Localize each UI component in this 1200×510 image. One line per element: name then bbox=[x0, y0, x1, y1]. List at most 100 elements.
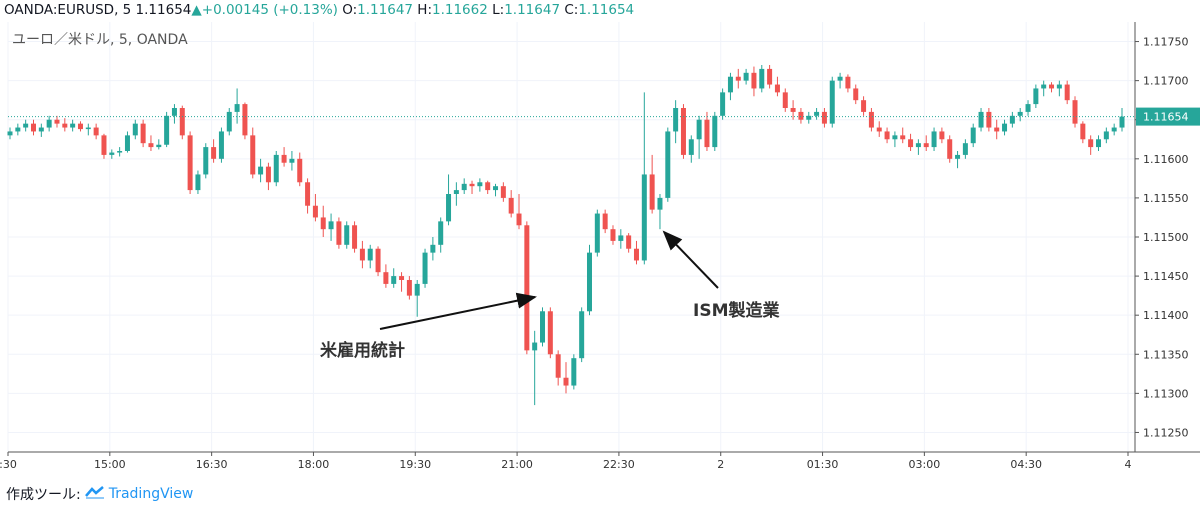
candle-body bbox=[884, 131, 890, 140]
candle-body bbox=[594, 213, 600, 253]
candle-body bbox=[1002, 123, 1008, 132]
candle-body bbox=[939, 131, 945, 140]
candle-body bbox=[759, 68, 765, 89]
candle-body bbox=[23, 123, 29, 128]
candle-body bbox=[179, 108, 185, 136]
candle-body bbox=[955, 154, 961, 159]
low-label: L: bbox=[492, 2, 505, 18]
candle-body bbox=[892, 135, 898, 140]
candle-body bbox=[610, 229, 616, 241]
grid bbox=[7, 22, 1135, 452]
candle-body bbox=[438, 221, 444, 245]
y-tick-label: 1.11400 bbox=[1143, 309, 1189, 322]
candle-body bbox=[649, 174, 655, 210]
candle-body bbox=[320, 217, 326, 230]
arrow-ism bbox=[662, 230, 719, 289]
candle-body bbox=[626, 235, 632, 249]
candle-body bbox=[657, 197, 663, 210]
candle-body bbox=[829, 80, 835, 124]
candle-body bbox=[1056, 84, 1062, 89]
candle-body bbox=[618, 235, 624, 241]
candle-body bbox=[383, 272, 389, 284]
candle-body bbox=[500, 186, 506, 198]
candle-body bbox=[712, 115, 718, 148]
candle-body bbox=[962, 143, 968, 155]
candle-body bbox=[994, 127, 1000, 132]
candle-body bbox=[453, 190, 459, 194]
tradingview-brand[interactable]: TradingView bbox=[108, 486, 194, 502]
candle-body bbox=[665, 131, 671, 198]
arrow-nfp bbox=[379, 292, 537, 330]
high-label: H: bbox=[417, 2, 432, 18]
y-tick-label: 1.11450 bbox=[1143, 270, 1189, 283]
close-value: 1.11654 bbox=[578, 2, 635, 18]
candle-body bbox=[986, 111, 992, 128]
candle-body bbox=[211, 147, 217, 159]
candle-body bbox=[720, 92, 726, 116]
candle-body bbox=[375, 248, 381, 273]
candle-body bbox=[93, 127, 99, 136]
candle-body bbox=[727, 76, 733, 93]
open-label: O: bbox=[342, 2, 358, 18]
x-tick-label: :30 bbox=[0, 458, 17, 471]
close-label: C: bbox=[564, 2, 579, 18]
candle-body bbox=[461, 183, 467, 191]
candle-body bbox=[540, 311, 546, 343]
candle-body bbox=[641, 174, 647, 261]
candle-body bbox=[782, 92, 788, 108]
candle-body bbox=[38, 127, 44, 132]
candle-body bbox=[164, 115, 170, 145]
candle-body bbox=[571, 358, 577, 386]
candle-body bbox=[579, 311, 585, 359]
axes: 1.117501.117001.116501.116001.115501.115… bbox=[0, 22, 1200, 471]
candle-body bbox=[1080, 123, 1086, 140]
candle-body bbox=[508, 197, 514, 214]
candle-body bbox=[171, 108, 177, 116]
candle-body bbox=[187, 135, 193, 191]
candles bbox=[7, 65, 1125, 406]
footer: 作成ツール: TradingView bbox=[6, 484, 193, 504]
candle-body bbox=[367, 248, 373, 261]
candle-body bbox=[336, 221, 342, 245]
candle-body bbox=[767, 68, 773, 85]
candle-body bbox=[273, 154, 279, 183]
candle-body bbox=[234, 104, 240, 112]
candle-body bbox=[289, 158, 295, 163]
candle-body bbox=[15, 127, 21, 132]
candle-body bbox=[908, 139, 914, 148]
last-price-tag-label: 1.11654 bbox=[1143, 111, 1189, 124]
candle-body bbox=[532, 342, 538, 351]
candle-body bbox=[555, 354, 561, 378]
candle-body bbox=[344, 225, 350, 245]
candle-body bbox=[1119, 116, 1125, 128]
tradingview-logo-icon[interactable] bbox=[84, 485, 105, 503]
candle-body bbox=[602, 213, 608, 230]
candle-body bbox=[203, 147, 209, 175]
candle-body bbox=[876, 127, 882, 132]
candle-body bbox=[586, 252, 592, 312]
candle-body bbox=[132, 123, 138, 136]
symbol-header: OANDA:EURUSD, 5 1.11654▲+0.00145 (+0.13%… bbox=[4, 0, 634, 20]
y-tick-label: 1.11600 bbox=[1143, 153, 1189, 166]
x-tick-label: 03:00 bbox=[909, 458, 941, 471]
low-value: 1.11647 bbox=[504, 2, 561, 18]
candle-body bbox=[101, 135, 107, 155]
candle-body bbox=[931, 131, 937, 148]
candle-body bbox=[430, 244, 436, 253]
y-tick-label: 1.11500 bbox=[1143, 231, 1189, 244]
candle-body bbox=[124, 135, 130, 151]
chart-title: ユーロ／米ドル, 5, OANDA bbox=[12, 32, 188, 48]
candle-body bbox=[469, 183, 475, 187]
price-change: +0.00145 (+0.13%) bbox=[201, 2, 338, 18]
candle-body bbox=[751, 72, 757, 89]
candle-body bbox=[477, 182, 483, 187]
candle-body bbox=[1072, 100, 1078, 124]
candle-body bbox=[1111, 127, 1117, 132]
y-tick-label: 1.11300 bbox=[1143, 387, 1189, 400]
y-tick-label: 1.11700 bbox=[1143, 75, 1189, 88]
candlestick-chart[interactable]: 1.117501.117001.116501.116001.115501.115… bbox=[0, 0, 1200, 480]
x-tick-label: 21:00 bbox=[501, 458, 533, 471]
candle-body bbox=[312, 205, 318, 218]
y-tick-label: 1.11350 bbox=[1143, 348, 1189, 361]
candle-body bbox=[947, 139, 953, 159]
